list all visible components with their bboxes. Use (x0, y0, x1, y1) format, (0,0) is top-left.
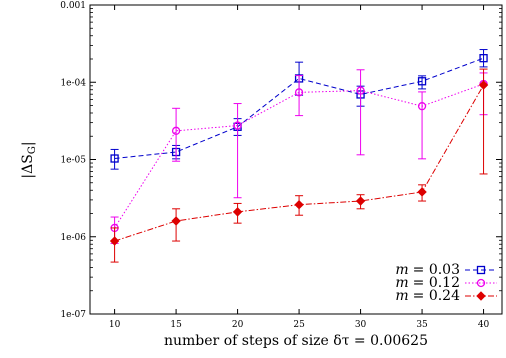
data-point (232, 207, 243, 217)
legend-value: = 0.24 (413, 288, 460, 304)
legend-value: = 0.03 (413, 262, 460, 278)
data-point (356, 86, 365, 95)
data-point (355, 196, 366, 206)
y-tick-label: 1e-05 (60, 156, 86, 166)
data-point (294, 88, 304, 97)
legend-marker (476, 291, 486, 301)
y-tick-label: 1e-06 (60, 233, 86, 243)
y-tick-label: 0.001 (60, 1, 86, 11)
y-axis-label-close: | (20, 141, 36, 146)
x-axis-label: number of steps of size δτ = 0.00625 (164, 333, 428, 349)
legend-entry-2: m = 0.12 (395, 275, 497, 291)
legend-entry-1: m = 0.03 (395, 262, 497, 278)
legend-label: m = 0.03 (395, 262, 460, 278)
legend-label: m = 0.12 (395, 275, 460, 291)
legend-symbol: m (395, 262, 408, 278)
x-tick-label: 10 (109, 320, 121, 330)
legend-marker (476, 265, 486, 275)
legend-symbol: m (395, 275, 408, 291)
series-3 (109, 68, 489, 263)
data-point (478, 80, 489, 90)
x-tick-label: 35 (416, 320, 428, 330)
legend-entry-3: m = 0.24 (395, 288, 497, 304)
data-point (479, 54, 488, 63)
data-point (417, 77, 427, 86)
series-2 (110, 69, 488, 244)
x-tick-label: 20 (232, 320, 244, 330)
y-axis-label-sub: G (27, 146, 38, 154)
svg-text:|ΔSG|: |ΔSG| (20, 141, 38, 178)
x-tick-label: 15 (170, 320, 182, 330)
legend-marker (476, 278, 486, 288)
legend-value: = 0.12 (413, 275, 460, 291)
legend-label: m = 0.24 (395, 288, 460, 304)
x-tick-label: 25 (293, 320, 305, 330)
x-tick-label: 40 (478, 320, 490, 330)
data-point (171, 126, 181, 135)
y-axis-label: |ΔSG| (20, 141, 38, 178)
legend-symbol: m (395, 288, 408, 304)
data-point (171, 216, 181, 226)
y-axis-label-main: |ΔS (20, 154, 36, 178)
data-point (110, 154, 119, 163)
data-point (109, 236, 120, 246)
x-tick-label: 30 (355, 320, 367, 330)
y-tick-label: 1e-07 (60, 310, 86, 320)
data-point (294, 199, 304, 210)
data-point (233, 121, 242, 130)
data-point (417, 102, 427, 111)
data-point (417, 187, 427, 197)
y-tick-label: 1e-04 (60, 78, 86, 88)
